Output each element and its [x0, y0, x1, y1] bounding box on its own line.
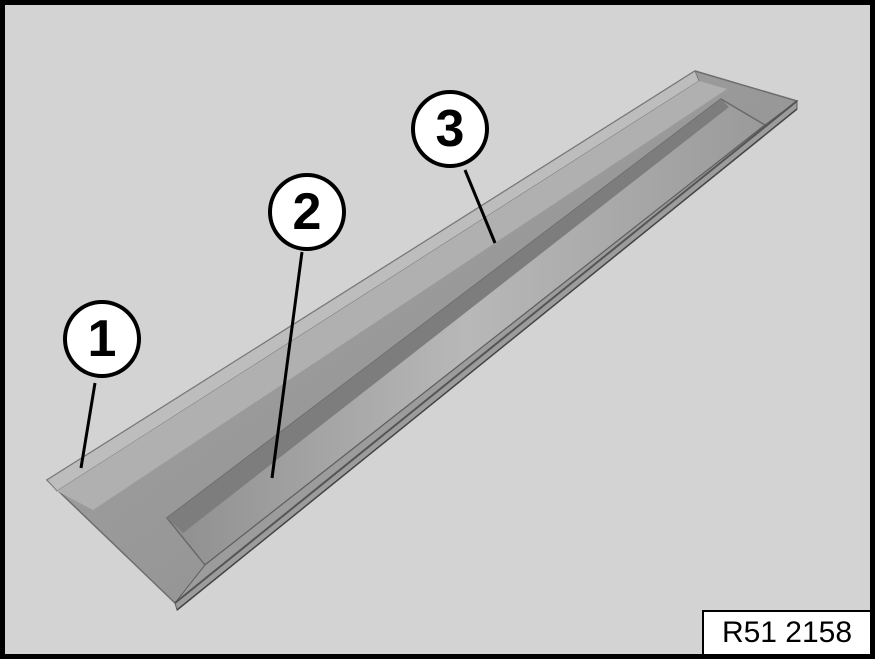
leader-line-2: [270, 251, 304, 479]
leader-line-3: [463, 169, 497, 244]
trim-strip-edge-line: [176, 108, 798, 611]
reference-code: R51 2158: [702, 610, 870, 654]
callout-3: 3: [411, 90, 489, 168]
figure-panel: 1 2 3 R51 2158: [5, 5, 870, 654]
callout-1-label: 1: [87, 310, 117, 368]
reference-code-text: R51 2158: [721, 616, 853, 649]
trim-strip-edge-line: [174, 100, 798, 604]
trim-strip-surface: [57, 81, 727, 510]
trim-strip-illustration: [45, 70, 799, 611]
callout-3-label: 3: [435, 100, 465, 158]
trim-strip-channel: [165, 98, 767, 567]
leader-line-1: [79, 382, 97, 469]
callout-1: 1: [63, 300, 141, 378]
trim-strip-channel-shadow: [167, 99, 729, 533]
callout-2-label: 2: [292, 183, 322, 241]
callout-2: 2: [268, 173, 346, 251]
